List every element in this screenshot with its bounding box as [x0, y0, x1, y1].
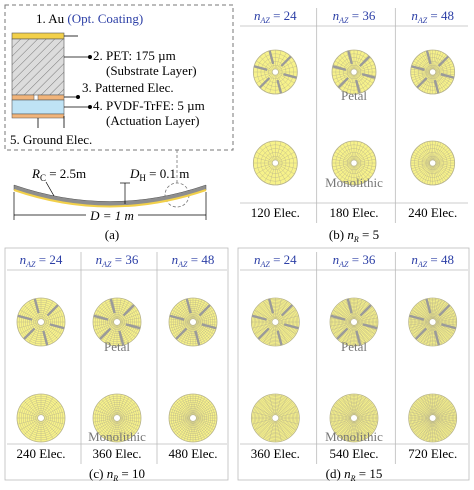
monolithic-label: Monolithic — [88, 429, 146, 444]
monolithic-disc-36 — [331, 140, 377, 186]
layer-4-desc: (Actuation Layer) — [106, 113, 199, 128]
petal-disc-36 — [329, 297, 379, 347]
petal-disc-36 — [331, 49, 377, 95]
au-layer — [11, 32, 65, 40]
naz-header: nAZ = 24 — [254, 8, 297, 25]
electrode-count-label: 720 Elec. — [408, 446, 457, 461]
monolithic-disc-24 — [250, 393, 300, 443]
petal-disc-48 — [408, 297, 458, 347]
layer-1-label: 1. Au (Opt. Coating) — [36, 11, 143, 26]
electrode-count-label: 240 Elec. — [16, 446, 65, 461]
d-label: D = 1 m — [89, 208, 134, 223]
layer-1-desc: (Opt. Coating) — [67, 11, 143, 26]
panel-d-caption: (d) nR = 15 — [326, 466, 383, 483]
monolithic-disc-24 — [16, 393, 66, 443]
electrode-count-label: 540 Elec. — [329, 446, 378, 461]
layer-5-label: 5. Ground Elec. — [10, 132, 92, 147]
dh-label: DH = 0.1 m — [129, 166, 189, 183]
panel-c-frame — [4, 247, 229, 481]
naz-header: nAZ = 36 — [96, 252, 139, 269]
rc-leader — [45, 181, 55, 197]
panel-a-caption: (a) — [105, 227, 119, 242]
petal-disc-24 — [252, 49, 298, 95]
layer-stack-frame — [4, 4, 234, 151]
petal-label: Petal — [104, 339, 130, 354]
petal-disc-48 — [410, 49, 456, 95]
electrode-count-label: 180 Elec. — [329, 205, 378, 220]
monolithic-disc-48 — [168, 393, 218, 443]
panel-c: nAZ = 24 240 Elec. nAZ = 36 360 Elec. nAZ = … — [4, 247, 229, 483]
monolithic-disc-48 — [408, 393, 458, 443]
electrode-count-label: 240 Elec. — [408, 205, 457, 220]
mirror-actuation-layer — [13, 189, 207, 208]
panel-c-caption: (c) nR = 10 — [89, 466, 145, 483]
electrode-count-label: 480 Elec. — [168, 446, 217, 461]
naz-header: nAZ = 24 — [20, 252, 63, 269]
monolithic-disc-36 — [92, 393, 142, 443]
layer-4-label: 4. PVDF-TrFE: 5 µm — [93, 98, 205, 113]
panel-b: nAZ = 24 120 Elec. nAZ = 36 180 Elec. nAZ = … — [240, 8, 468, 244]
monolithic-label: Monolithic — [325, 429, 383, 444]
mirror-substrate — [13, 184, 207, 207]
layer-2-desc: (Substrate Layer) — [106, 63, 197, 78]
naz-header: nAZ = 36 — [333, 252, 376, 269]
panel-d-frame — [237, 247, 470, 481]
electrode-count-label: 360 Elec. — [92, 446, 141, 461]
naz-header: nAZ = 24 — [254, 252, 297, 269]
petal-disc-24 — [250, 297, 300, 347]
layer-1-num: 1. Au — [36, 11, 65, 26]
panel-b-caption: (b) nR = 5 — [329, 227, 379, 244]
naz-header: nAZ = 48 — [411, 8, 454, 25]
pvdf-actuation-layer — [11, 99, 65, 115]
petal-disc-48 — [168, 297, 218, 347]
electrode-count-label: 360 Elec. — [251, 446, 300, 461]
patterned-electrode-right — [37, 94, 65, 101]
patterned-electrode-left — [11, 94, 35, 101]
layer-2-label: 2. PET: 175 µm — [93, 48, 176, 63]
naz-header: nAZ = 36 — [333, 8, 376, 25]
panel-a: 1. Au (Opt. Coating) 2. PET: 175 µm (Sub… — [4, 4, 234, 242]
monolithic-disc-48 — [410, 140, 456, 186]
pet-substrate-layer — [11, 38, 65, 96]
naz-header: nAZ = 48 — [172, 252, 215, 269]
layer-3-label: 3. Patterned Elec. — [82, 80, 174, 95]
rc-label: RC = 2.5m — [31, 166, 86, 183]
petal-disc-24 — [16, 297, 66, 347]
monolithic-disc-24 — [252, 140, 298, 186]
petal-label: Petal — [341, 339, 367, 354]
ground-electrode-layer — [11, 113, 65, 119]
naz-header: nAZ = 48 — [411, 252, 454, 269]
petal-disc-36 — [92, 297, 142, 347]
monolithic-label: Monolithic — [325, 175, 383, 190]
petal-label: Petal — [341, 88, 367, 103]
monolithic-disc-36 — [329, 393, 379, 443]
panel-d: nAZ = 24 360 Elec. nAZ = 36 540 Elec. nAZ = … — [237, 247, 470, 483]
electrode-count-label: 120 Elec. — [251, 205, 300, 220]
